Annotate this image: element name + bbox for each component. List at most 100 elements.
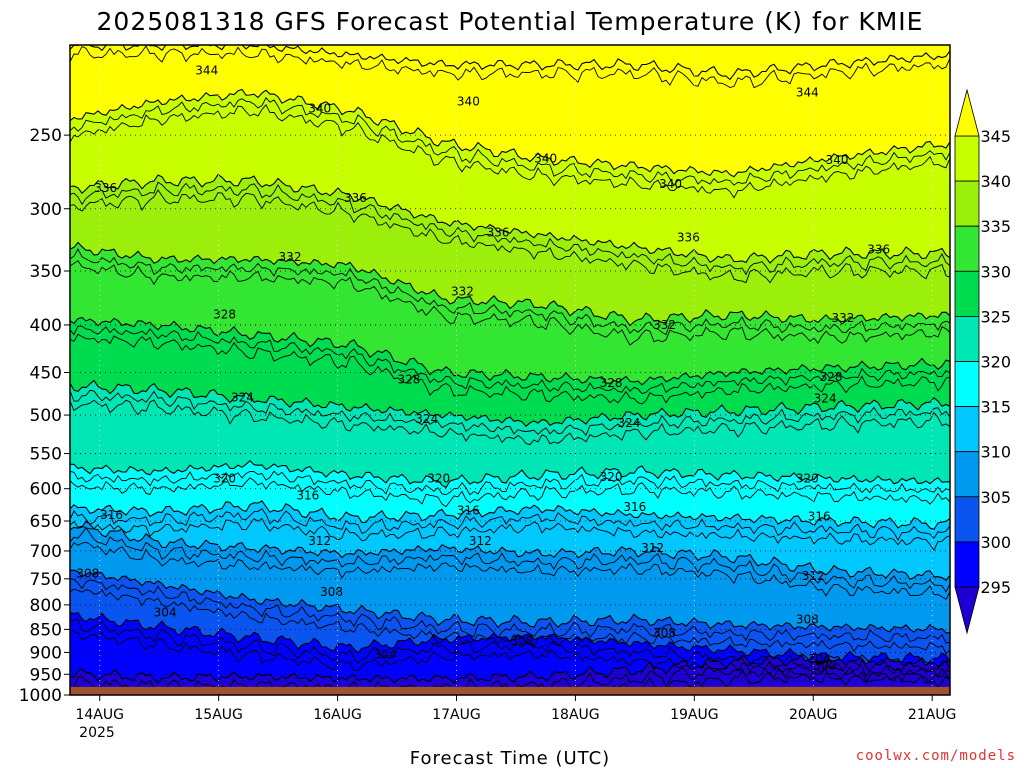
contour-label: 320 bbox=[796, 471, 819, 485]
contour-label: 336 bbox=[867, 243, 890, 257]
contour-label: 336 bbox=[677, 230, 700, 244]
colorbar-swatch bbox=[954, 361, 980, 407]
colorbar-tick-label: 295 bbox=[980, 578, 1011, 597]
contour-label: 344 bbox=[195, 63, 218, 77]
contour-label: 324 bbox=[231, 391, 254, 405]
contour-label: 340 bbox=[659, 177, 682, 191]
colorbar-tick-label: 320 bbox=[980, 353, 1011, 372]
y-tick-label: 300 bbox=[30, 200, 62, 220]
contour-label: 340 bbox=[534, 152, 557, 166]
contour-label: 340 bbox=[457, 94, 480, 108]
contour-label: 316 bbox=[808, 510, 831, 524]
contour-label: 332 bbox=[279, 250, 302, 264]
contour-minor bbox=[70, 333, 950, 405]
y-tick-label: 650 bbox=[30, 512, 62, 532]
y-tick-label: 850 bbox=[30, 620, 62, 640]
contour-label: 324 bbox=[415, 412, 438, 426]
plot-area bbox=[70, 45, 950, 695]
colorbar-swatch bbox=[954, 270, 980, 317]
contour-label: 336 bbox=[94, 181, 117, 195]
x-tick-label: 14AUG bbox=[75, 707, 124, 723]
contour-label: 340 bbox=[308, 101, 331, 115]
y-tick-label: 350 bbox=[30, 262, 62, 282]
y-tick-label: 550 bbox=[30, 445, 62, 465]
x-tick-label: 19AUG bbox=[670, 707, 719, 723]
contour-minor bbox=[70, 470, 950, 496]
contour-minor bbox=[70, 103, 950, 199]
y-tick-label: 250 bbox=[30, 126, 62, 146]
contour-minor bbox=[70, 618, 950, 678]
colorbar-tick-label: 310 bbox=[980, 443, 1011, 462]
contour-label: 316 bbox=[623, 500, 646, 514]
contour-340 bbox=[70, 88, 950, 178]
contour-label: 328 bbox=[397, 373, 420, 387]
contour-300 bbox=[70, 653, 950, 684]
colorbar-tick-label: 300 bbox=[980, 533, 1011, 552]
contour-minor bbox=[70, 527, 950, 593]
ground-fill bbox=[70, 686, 950, 695]
contour-minor bbox=[70, 541, 950, 600]
contour-308 bbox=[70, 569, 950, 634]
contour-minor bbox=[70, 325, 950, 395]
y-tick-label: 450 bbox=[30, 364, 62, 384]
contour-label: 308 bbox=[796, 613, 819, 627]
contour-label: 304 bbox=[808, 652, 831, 666]
contour-label: 308 bbox=[76, 566, 99, 580]
contour-label: 336 bbox=[487, 225, 510, 239]
contour-label: 316 bbox=[100, 508, 123, 522]
y-tick-label: 500 bbox=[30, 406, 62, 426]
y-tick-label: 400 bbox=[30, 316, 62, 336]
x-tick-label: 16AUG bbox=[313, 707, 362, 723]
x-tick-label: 18AUG bbox=[551, 707, 600, 723]
x-year-label: 2025 bbox=[79, 725, 115, 741]
contour-332 bbox=[70, 241, 950, 327]
colorbar-extend-top bbox=[954, 88, 980, 137]
contour-minor bbox=[70, 248, 950, 336]
contour-label: 304 bbox=[374, 648, 397, 662]
colorbar: 345 340 335 330 325 320 315 310 305 300 295 bbox=[954, 88, 1011, 635]
colorbar-swatch bbox=[954, 315, 980, 362]
colorbar-swatch bbox=[954, 180, 980, 227]
contour-minor bbox=[70, 97, 950, 186]
contour-label: 328 bbox=[820, 370, 843, 384]
contour-label: 312 bbox=[802, 569, 825, 583]
colorbar-tick-label: 325 bbox=[980, 307, 1011, 326]
y-tick-label: 750 bbox=[30, 570, 62, 590]
contour-label: 336 bbox=[344, 191, 367, 205]
contour-label: 312 bbox=[469, 534, 492, 548]
contour-minor bbox=[70, 517, 950, 552]
contour-minor bbox=[70, 588, 950, 655]
x-tick-label: 21AUG bbox=[908, 707, 957, 723]
colorbar-tick-label: 315 bbox=[980, 398, 1011, 417]
contour-label: 340 bbox=[826, 153, 849, 167]
contour-label: 332 bbox=[653, 318, 676, 332]
colorbar-extend-bottom bbox=[954, 586, 980, 635]
plot-frame bbox=[69, 44, 951, 696]
contour-328 bbox=[70, 316, 950, 386]
contour-minor bbox=[70, 389, 950, 437]
contour-label: 320 bbox=[427, 471, 450, 485]
colorbar-tick-label: 305 bbox=[980, 488, 1011, 507]
contour-label: 312 bbox=[308, 534, 331, 548]
contour-minor bbox=[70, 260, 950, 346]
contour-minor bbox=[70, 399, 950, 446]
colorbar-swatch bbox=[954, 541, 980, 588]
contour-minor bbox=[70, 45, 950, 89]
x-axis: 14AUG 15AUG 16AUG 17AUG 18AUG 19AUG 20AUG 21AUG bbox=[75, 695, 956, 723]
y-tick-label: 900 bbox=[30, 643, 62, 663]
contour-344 bbox=[70, 45, 950, 81]
contour-label: 316 bbox=[296, 488, 319, 502]
y-tick-label: 1000 bbox=[19, 686, 62, 706]
grid-lines bbox=[70, 45, 950, 695]
contour-320 bbox=[70, 459, 950, 489]
chart-title: 2025081318 GFS Forecast Potential Temper… bbox=[97, 7, 924, 36]
colorbar-swatch bbox=[954, 135, 980, 182]
colorbar-tick-label: 345 bbox=[980, 127, 1011, 146]
y-tick-label: 600 bbox=[30, 480, 62, 500]
contour-minor bbox=[70, 189, 950, 284]
contour-label: 320 bbox=[213, 471, 236, 485]
contour-label: 308 bbox=[510, 634, 533, 648]
colorbar-tick-label: 340 bbox=[980, 172, 1011, 191]
x-tick-label: 20AUG bbox=[789, 707, 838, 723]
